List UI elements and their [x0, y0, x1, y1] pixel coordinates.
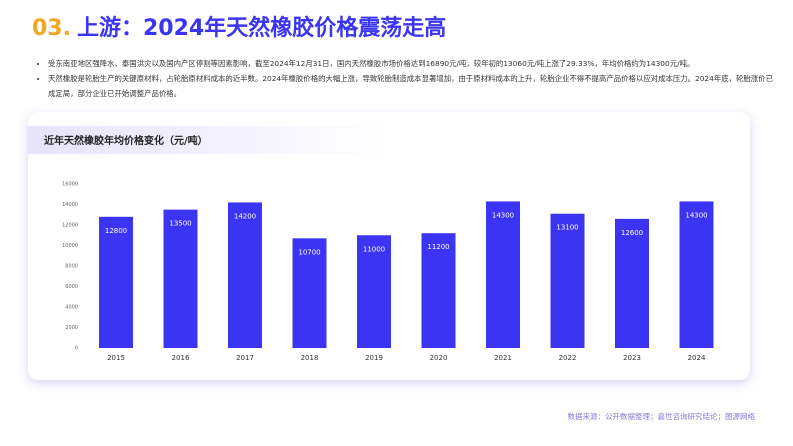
value-label: 11000 [363, 245, 385, 253]
chart-title: 近年天然橡胶年均价格变化（元/吨） [44, 134, 208, 147]
y-tick-label: 12000 [62, 223, 78, 229]
value-label: 14200 [234, 212, 256, 220]
header: 03. 上游：2024年天然橡胶价格震荡走高 [32, 10, 446, 42]
value-label: 13100 [556, 224, 578, 232]
y-tick-label: 2000 [65, 325, 78, 331]
bar [228, 202, 262, 348]
bar [292, 238, 327, 348]
x-tick-label: 2017 [236, 354, 254, 362]
y-tick-label: 0 [75, 346, 78, 352]
value-label: 13500 [169, 220, 191, 228]
x-tick-label: 2021 [494, 354, 512, 362]
title-band [28, 126, 388, 154]
y-tick-label: 8000 [65, 264, 78, 270]
source-note: 数据来源：公开数据整理；嘉世咨询研究结论；图源网络 [567, 412, 756, 421]
bar [421, 233, 456, 348]
bullet-list: 受东南亚地区强降水、泰国洪灾以及国内产区停割等因素影响，截至2024年12月31… [36, 56, 778, 101]
bar [486, 201, 520, 348]
value-label: 14300 [492, 211, 514, 219]
x-tick-label: 2016 [172, 354, 190, 362]
bar [550, 213, 585, 348]
chart-card: 近年天然橡胶年均价格变化（元/吨） 0 2000 4000 6000 8000 10000… [28, 112, 750, 380]
bar [163, 209, 198, 348]
value-label: 12600 [621, 229, 643, 237]
bar [615, 218, 649, 348]
x-tick-label: 2015 [107, 354, 125, 362]
x-tick-label: 2023 [623, 354, 641, 362]
value-label: 11200 [427, 243, 449, 251]
x-tick-label: 2018 [301, 354, 319, 362]
bar [99, 216, 133, 348]
value-label: 10700 [298, 248, 320, 256]
y-tick-label: 4000 [65, 305, 78, 311]
bullet: 天然橡胶是轮胎生产的关键原材料，占轮胎原材料成本的近半数。2024年橡胶价格的大… [48, 71, 778, 101]
x-tick-label: 2024 [688, 354, 706, 362]
section-number: 03. [32, 16, 71, 41]
bullet: 受东南亚地区强降水、泰国洪灾以及国内产区停割等因素影响，截至2024年12月31… [48, 56, 778, 71]
bar [679, 201, 714, 348]
y-tick-label: 16000 [62, 182, 78, 188]
y-tick-label: 6000 [65, 284, 78, 290]
x-tick-label: 2019 [365, 354, 383, 362]
y-tick-label: 14000 [62, 202, 78, 208]
bar [357, 235, 391, 348]
slide-title: 上游：2024年天然橡胶价格震荡走高 [76, 16, 447, 41]
x-tick-label: 2020 [430, 354, 448, 362]
y-tick-label: 10000 [62, 243, 78, 249]
value-label: 14300 [685, 211, 707, 219]
chart: 近年天然橡胶年均价格变化（元/吨） 0 2000 4000 6000 8000 10000… [28, 126, 714, 362]
x-tick-label: 2022 [559, 354, 577, 362]
value-label: 12800 [105, 227, 127, 235]
